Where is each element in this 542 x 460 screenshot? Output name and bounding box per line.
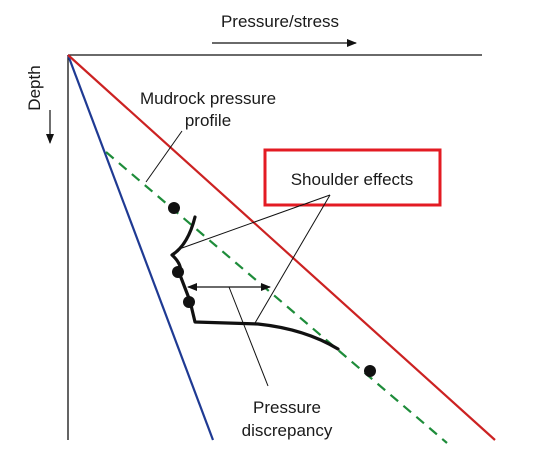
discrepancy-label-line2: discrepancy — [242, 421, 333, 440]
mudrock-pressure-profile — [105, 151, 448, 444]
shoulder-leader-lower — [254, 194, 331, 324]
pressure-point — [364, 365, 376, 377]
shoulder-leader-upper — [181, 194, 331, 249]
x-axis-label: Pressure/stress — [221, 12, 339, 31]
overburden-line — [67, 54, 496, 441]
shoulder-effects-label: Shoulder effects — [291, 170, 414, 189]
mudrock-label-line2: profile — [185, 111, 231, 130]
pressure-point — [183, 296, 195, 308]
discrepancy-leader-line — [228, 286, 269, 387]
mudrock-label-line1: Mudrock pressure — [140, 89, 276, 108]
pressure-point — [168, 202, 180, 214]
discrepancy-label-line1: Pressure — [253, 398, 321, 417]
hydrostatic-line — [66, 54, 215, 441]
pressure-point — [172, 266, 184, 278]
y-axis-label: Depth — [25, 65, 44, 110]
mudrock-leader-line — [145, 130, 183, 183]
shoulder-effects-box — [263, 148, 442, 207]
